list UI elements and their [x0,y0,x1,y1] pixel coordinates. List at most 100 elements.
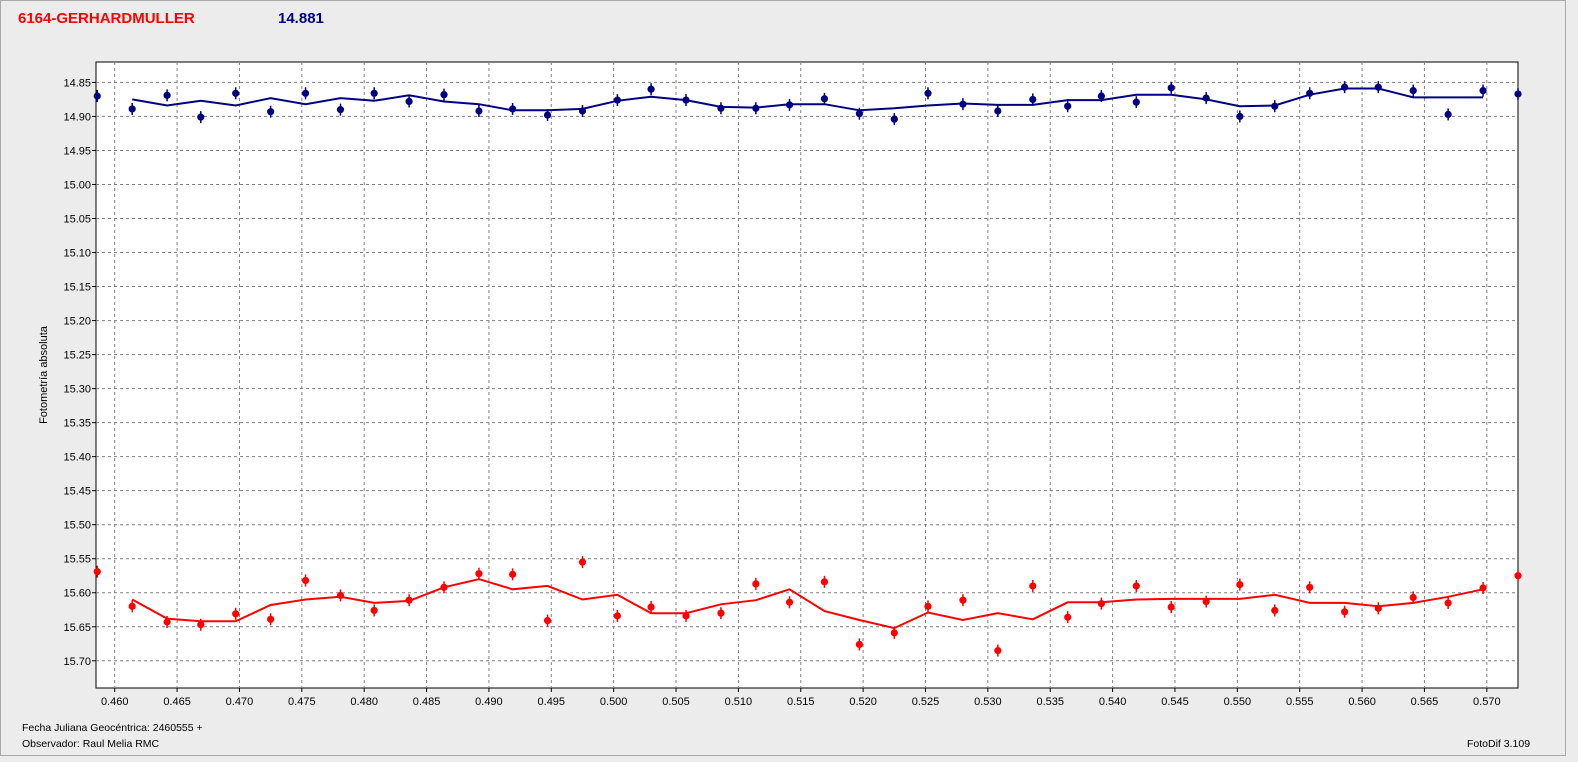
series-1 [93,81,1522,126]
data-point [1374,602,1382,615]
point-marker [855,110,863,118]
observer-label: Observador: Raul Melia RMC [22,738,160,750]
point-marker [717,104,725,112]
data-point [578,556,587,569]
x-tick-label: 0.530 [974,696,1002,708]
y-tick-label: 15.60 [63,588,91,600]
data-point [163,615,171,628]
data-point [752,102,760,115]
data-point [785,98,794,111]
x-tick-label: 0.475 [288,696,316,708]
point-marker [475,570,483,578]
data-point [647,83,655,96]
x-tick-label: 0.490 [475,696,503,708]
data-point [1132,96,1140,109]
point-marker [370,606,378,615]
point-marker [163,618,171,626]
y-tick-label: 15.70 [63,656,91,668]
point-marker [1132,98,1140,106]
point-marker [578,558,587,566]
data-point [1029,579,1037,592]
point-marker [613,612,622,620]
data-point [1479,581,1487,594]
series-layer [93,81,1522,657]
point-marker [1029,95,1037,104]
data-point [1409,84,1417,97]
point-marker [1374,604,1382,612]
data-point [1444,108,1452,121]
x-tick-label: 0.515 [787,696,815,708]
point-marker [440,91,448,99]
y-tick-label: 15.35 [63,418,91,430]
data-point [301,574,310,587]
y-axis-ticks: 14.85 14.90 14.95 15.00 15.05 15.10 15.15 15.20… [63,77,96,668]
point-marker [1374,83,1382,91]
point-marker [647,85,655,93]
x-tick-label: 0.550 [1224,696,1252,708]
data-point [336,103,345,116]
point-marker [440,583,448,591]
data-point [1271,100,1279,113]
point-marker [405,596,413,604]
point-marker [613,96,622,104]
point-marker [1341,608,1349,616]
point-marker [1167,603,1175,611]
data-point [1202,595,1210,608]
julian-date-label: Fecha Juliana Geocéntrica: 2460555 + [22,722,203,734]
data-point [717,102,725,115]
data-point [959,594,967,607]
x-tick-label: 0.510 [725,696,753,708]
fit-line [132,87,1484,112]
y-tick-label: 15.00 [63,179,91,191]
point-marker [717,609,725,617]
data-point [93,90,101,103]
point-marker [1341,83,1349,91]
data-point [682,609,690,622]
point-marker [1202,597,1210,606]
plot-background [95,61,1519,689]
data-point [1064,611,1072,624]
data-point [924,87,932,100]
point-marker [93,568,101,576]
point-marker [509,105,517,113]
data-point [1064,100,1072,113]
point-marker [232,610,240,618]
x-tick-label: 0.470 [226,696,254,708]
point-marker [232,89,240,97]
y-tick-label: 15.25 [63,350,91,362]
data-point [543,109,552,122]
point-marker [994,107,1002,115]
point-marker [1167,84,1175,92]
data-point [1444,596,1452,609]
x-tick-label: 0.535 [1036,696,1064,708]
point-marker [959,100,967,108]
point-marker [1236,580,1244,589]
x-tick-label: 0.505 [662,696,690,708]
point-marker [820,95,829,103]
x-tick-label: 0.565 [1411,696,1439,708]
data-point [1306,87,1314,100]
point-marker [890,629,898,637]
point-marker [370,89,378,97]
x-tick-label: 0.495 [538,696,566,708]
y-tick-label: 15.45 [63,486,91,498]
point-marker [543,617,552,625]
y-axis-label: Fotometría absoluta [38,325,50,424]
point-marker [994,646,1002,655]
point-marker [1514,90,1522,98]
point-marker [1271,102,1279,110]
point-marker [197,113,205,121]
data-point [1514,87,1522,100]
point-marker [1202,94,1210,102]
point-marker [267,108,275,116]
data-point [475,567,483,580]
data-point [785,596,794,609]
point-marker [1236,112,1244,121]
point-marker [785,101,794,109]
data-point [820,92,829,105]
data-point [1306,581,1314,594]
data-point [405,594,413,607]
x-tick-label: 0.525 [912,696,940,708]
data-point [752,577,760,590]
data-point [475,104,483,117]
